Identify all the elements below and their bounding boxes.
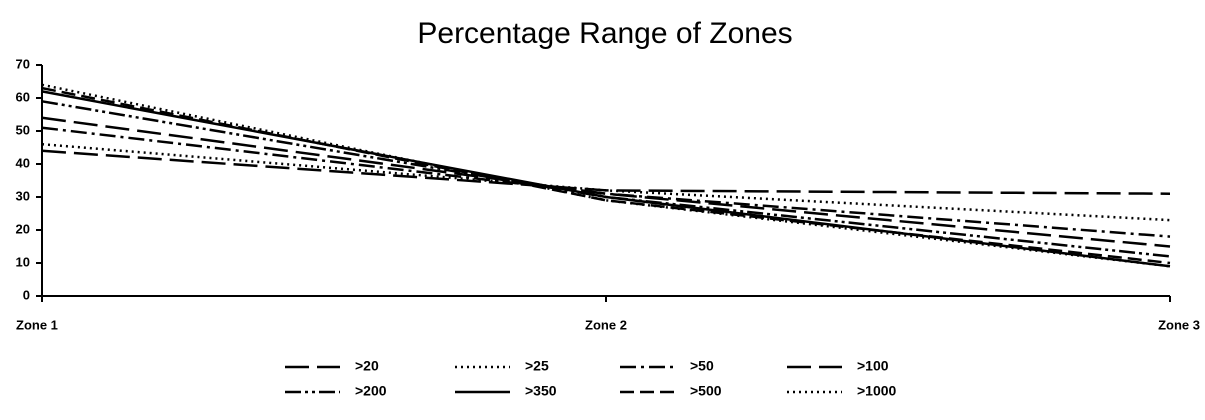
series-line: [41, 116, 1171, 248]
legend-label: >350: [525, 383, 557, 399]
x-tick-label: Zone 2: [585, 317, 627, 332]
x-tick-label: Zone 1: [16, 317, 58, 332]
legend-label: >20: [355, 358, 379, 374]
series-line: [41, 126, 1171, 238]
y-tick-label: 10: [16, 254, 30, 269]
legend-label: >1000: [857, 383, 897, 399]
y-tick-label: 0: [23, 287, 30, 302]
y-tick-label: 20: [16, 221, 30, 236]
x-tick-label: Zone 3: [1158, 317, 1200, 332]
y-tick-label: 70: [16, 56, 30, 71]
chart-title: Percentage Range of Zones: [417, 17, 792, 50]
legend-label: >100: [857, 358, 889, 374]
series-line: [41, 86, 1171, 265]
series-line: [41, 142, 1171, 222]
series-line: [41, 100, 1171, 258]
legend-label: >25: [525, 358, 549, 374]
y-tick-label: 40: [16, 155, 30, 170]
y-tick-label: 60: [16, 89, 30, 104]
legend-label: >50: [690, 358, 714, 374]
y-tick-label: 30: [16, 188, 30, 203]
legend-label: >500: [690, 383, 722, 399]
y-tick-label: 50: [16, 122, 30, 137]
legend-label: >200: [355, 383, 387, 399]
series-line: [41, 83, 1171, 268]
series-line: [41, 90, 1171, 268]
